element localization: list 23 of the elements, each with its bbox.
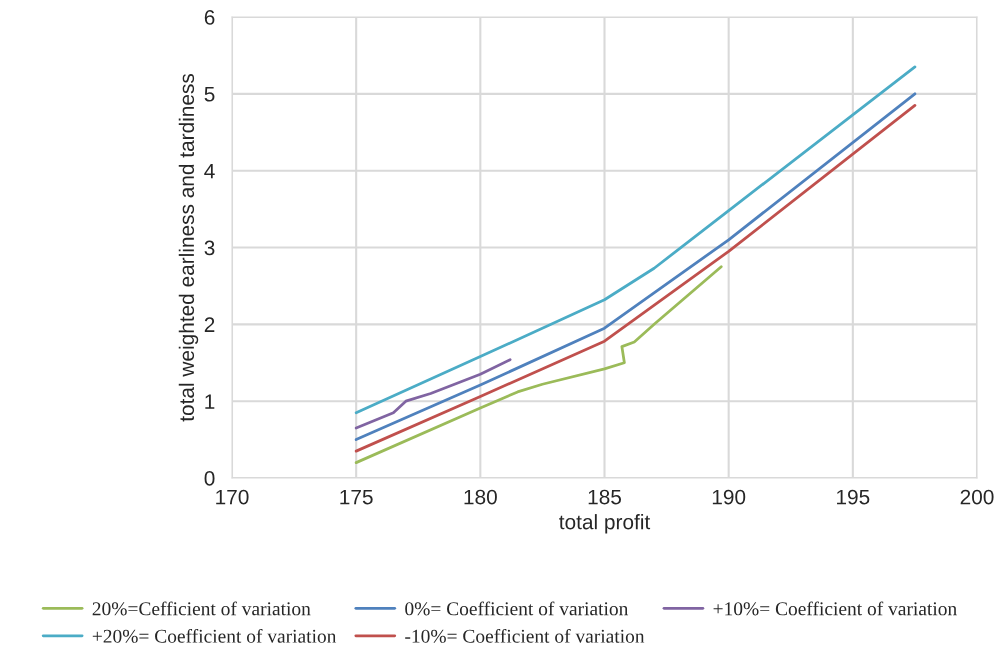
x-tick-label: 185 (588, 489, 622, 505)
y-tick-label: 1 (205, 394, 215, 409)
x-tick-label: 170 (216, 489, 249, 505)
legend-label: 20%=Cefficient of variation (92, 601, 311, 616)
y-axis-title: total weighted earliness and tardiness (178, 73, 199, 422)
line-series (354, 358, 512, 430)
line-series (354, 265, 723, 465)
legend-label: 0%= Coefficient of variation (405, 601, 629, 616)
y-tick-label: 2 (204, 317, 215, 332)
x-axis-title: total profit (559, 514, 651, 534)
x-tick-label: 190 (712, 489, 746, 505)
x-tick-label: 180 (464, 489, 497, 505)
legend-label: -10%= Coefficient of variation (405, 628, 645, 643)
y-tick-label: 4 (204, 163, 215, 179)
x-tick-label: 200 (960, 489, 994, 505)
x-tick-label: 175 (340, 489, 373, 505)
legend-label: +10%= Coefficient of variation (713, 601, 957, 616)
y-tick-label: 6 (204, 10, 215, 25)
y-tick-label: 5 (204, 87, 215, 102)
y-tick-label: 3 (204, 240, 215, 256)
legend-label: +20%= Coefficient of variation (92, 628, 337, 643)
x-tick-label: 195 (837, 489, 870, 505)
y-tick-label: 0 (204, 471, 215, 486)
